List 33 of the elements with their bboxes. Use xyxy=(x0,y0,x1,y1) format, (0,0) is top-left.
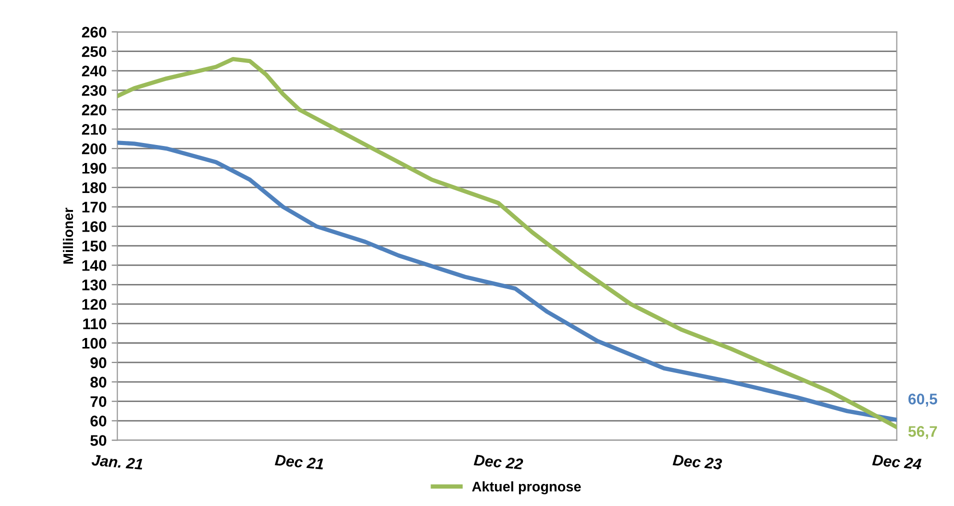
y-tick-label: 120 xyxy=(82,298,106,310)
x-tick-label: Jan. 21 xyxy=(91,454,143,470)
y-tick-label: 180 xyxy=(82,182,106,194)
y-tick-label: 130 xyxy=(82,280,106,290)
y-tick-label: 80 xyxy=(90,376,106,388)
x-tick-label: Dec 24 xyxy=(872,454,922,470)
y-tick-label: 200 xyxy=(82,143,106,154)
y-tick-label: 50 xyxy=(90,435,106,446)
annotation: 60,5 xyxy=(908,394,938,407)
y-tick-label: 250 xyxy=(82,46,106,58)
y-tick-label: 140 xyxy=(82,260,106,271)
y-tick-label: 160 xyxy=(82,221,106,232)
line-series xyxy=(117,140,897,422)
y-tick-label: 150 xyxy=(82,240,106,252)
annotation: 56,7 xyxy=(908,426,937,440)
y-tick-label: 190 xyxy=(82,162,106,174)
y-tick-label: 60 xyxy=(90,416,106,426)
legend-label: Aktuel prognose xyxy=(472,481,581,494)
y-tick-label: 240 xyxy=(82,66,106,76)
y-tick-label: 260 xyxy=(82,26,106,38)
y-axis-title: Millioner xyxy=(62,208,74,264)
line-series xyxy=(117,57,897,430)
x-tick-label: Dec 22 xyxy=(474,454,524,470)
y-tick-label: 90 xyxy=(90,357,106,368)
y-tick-label: 100 xyxy=(82,338,106,349)
y-tick-label: 170 xyxy=(82,202,106,213)
y-tick-label: 110 xyxy=(83,318,106,330)
y-tick-label: 70 xyxy=(90,396,106,408)
x-tick-label: Dec 21 xyxy=(274,454,324,470)
x-tick-label: Dec 23 xyxy=(672,454,722,470)
y-tick-label: 220 xyxy=(82,104,106,116)
y-tick-label: 230 xyxy=(82,85,106,96)
y-tick-label: 210 xyxy=(82,124,106,135)
